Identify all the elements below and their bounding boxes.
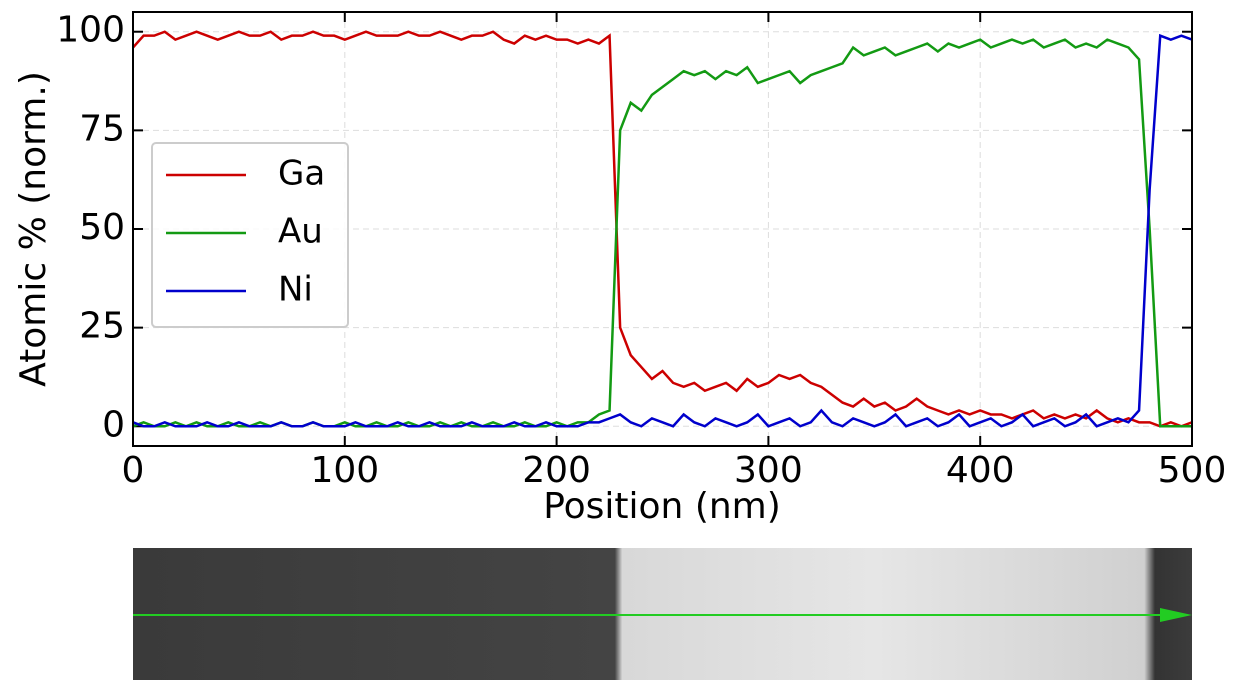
x-tick-label: 100 <box>310 450 379 491</box>
legend-label: Ni <box>278 270 313 310</box>
y-tick-label: 100 <box>56 10 125 51</box>
y-tick-label: 75 <box>79 108 125 149</box>
series-line <box>133 30 1192 428</box>
x-tick-label: 200 <box>522 450 591 491</box>
legend-label: Ga <box>278 154 325 194</box>
plot-frame <box>132 11 1193 447</box>
y-tick-label: 0 <box>102 404 125 445</box>
legend-box <box>151 142 349 328</box>
micrograph <box>133 548 1192 680</box>
x-tick-label: 400 <box>946 450 1015 491</box>
x-tick-label: 500 <box>1158 450 1227 491</box>
y-tick-label: 50 <box>79 207 125 248</box>
x-axis-label: Position (nm) <box>543 486 781 527</box>
scan-arrow <box>1160 608 1192 622</box>
legend-label: Au <box>278 212 323 252</box>
x-tick-label: 300 <box>734 450 803 491</box>
y-tick-label: 25 <box>79 306 125 347</box>
x-tick-label: 0 <box>122 450 145 491</box>
y-axis-label: Atomic % (norm.) <box>13 71 54 387</box>
series-line <box>133 33 1192 428</box>
